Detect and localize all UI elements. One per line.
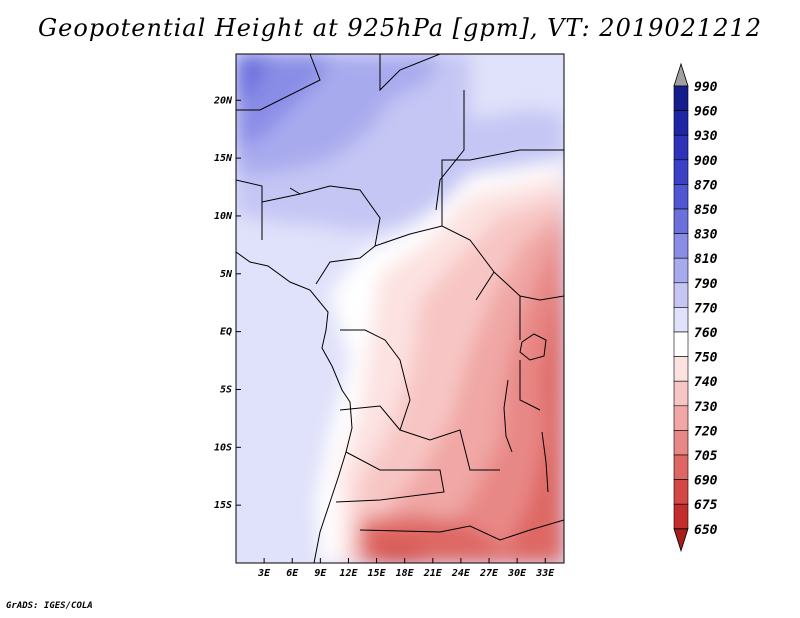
border-north — [236, 54, 441, 111]
lon-tick-label: 30E — [507, 568, 527, 579]
lon-tick-label: 9E — [314, 568, 327, 579]
colorbar-segment — [673, 331, 689, 357]
colorbar-label: 720 — [694, 424, 718, 439]
colorbar-segment — [673, 430, 689, 456]
border-sahara-east — [435, 90, 465, 211]
colorbar-segment — [673, 257, 689, 284]
border-angola — [335, 405, 445, 503]
colorbar-segment — [673, 380, 689, 407]
lon-tick-label: 12E — [339, 568, 358, 579]
colorbar-label: 990 — [694, 80, 718, 95]
colorbar-label: 740 — [694, 375, 718, 390]
lon-tick-label: 6E — [286, 568, 299, 579]
lon-tick-label: 15E — [368, 568, 387, 579]
map-frame — [235, 53, 565, 564]
border-congo-drc — [340, 329, 500, 471]
lat-tick-label: 10N — [214, 211, 233, 222]
lon-tick-label: 24E — [451, 568, 471, 579]
colorbar-segment — [673, 85, 689, 111]
lat-axis: 20N 15N 10N 5N EQ 5S 10S 15S — [213, 95, 241, 511]
colorbar-segment — [673, 184, 689, 210]
lon-tick-label: 27E — [479, 568, 499, 579]
field-720-region — [400, 225, 564, 563]
lat-tick-label: 5N — [220, 269, 233, 280]
lat-tick-label: EQ — [220, 327, 232, 338]
colorbar-label: 870 — [694, 178, 718, 193]
colorbar-top-arrow — [673, 62, 689, 87]
lat-tick-label: 20N — [213, 95, 233, 106]
colorbar-label: 675 — [694, 498, 718, 513]
colorbar-bottom-arrow — [673, 528, 689, 553]
colorbar-label: 650 — [694, 523, 718, 538]
lat-tick-label: 10S — [214, 442, 232, 453]
colorbar-segment — [673, 405, 689, 431]
colorbar-label: 900 — [694, 154, 718, 169]
border-west — [236, 179, 301, 240]
border-sudan — [441, 149, 564, 226]
colorbar-segment — [673, 307, 689, 333]
colorbar-label: 790 — [694, 277, 718, 292]
colorbar-label: 810 — [694, 252, 718, 267]
lake-tanganyika — [503, 379, 513, 453]
lon-tick-label: 18E — [396, 568, 415, 579]
colorbar-segment — [673, 208, 689, 234]
colorbar-segment — [673, 134, 689, 161]
colorbar-segment — [673, 503, 689, 530]
lat-tick-label: 5S — [220, 384, 232, 395]
lat-tick-label: 15S — [214, 500, 232, 511]
field-850-region — [236, 54, 270, 105]
colorbar-label: 690 — [694, 474, 718, 489]
boundaries — [236, 54, 564, 563]
lake-malawi — [541, 431, 549, 493]
field-690-region — [380, 545, 430, 563]
height-field — [236, 54, 564, 563]
lon-tick-label: 33E — [535, 568, 555, 579]
border-east — [493, 271, 564, 411]
lat-tick-label: 15N — [214, 153, 233, 164]
border-nigeria — [261, 185, 381, 285]
colorbar-segment — [673, 233, 689, 259]
chart-title: Geopotential Height at 925hPa [gpm], VT:… — [38, 14, 762, 42]
colorbar-label: 770 — [694, 301, 718, 316]
lon-axis: 3E 6E 9E 12E 15E 18E 21E 24E 27E 30E 33E — [257, 558, 555, 579]
colorbar-segment — [673, 110, 689, 136]
colorbar-label: 730 — [694, 400, 718, 415]
colorbar-segment — [673, 159, 689, 185]
coastline — [236, 251, 353, 563]
colorbar-segment — [673, 356, 689, 382]
border-car — [374, 225, 495, 301]
colorbar-label: 930 — [694, 129, 718, 144]
colorbar-label: 760 — [694, 326, 718, 341]
colorbar-label: 750 — [694, 351, 718, 366]
colorbar-segment — [673, 282, 689, 308]
border-namibia — [359, 519, 564, 541]
colorbar-segment — [673, 454, 689, 480]
lon-tick-label: 21E — [423, 568, 443, 579]
colorbar-label: 705 — [694, 449, 718, 464]
colorbar: 990 960 930 900 870 850 830 810 790 770 760 750 740 7… — [673, 62, 718, 553]
colorbar-label: 830 — [694, 228, 718, 243]
lon-tick-label: 3E — [257, 568, 271, 579]
lake-victoria — [519, 333, 547, 361]
colorbar-segment — [673, 479, 689, 505]
grads-credit: GrADS: IGES/COLA — [6, 601, 93, 611]
colorbar-label: 850 — [694, 203, 718, 218]
colorbar-label: 960 — [694, 105, 718, 120]
